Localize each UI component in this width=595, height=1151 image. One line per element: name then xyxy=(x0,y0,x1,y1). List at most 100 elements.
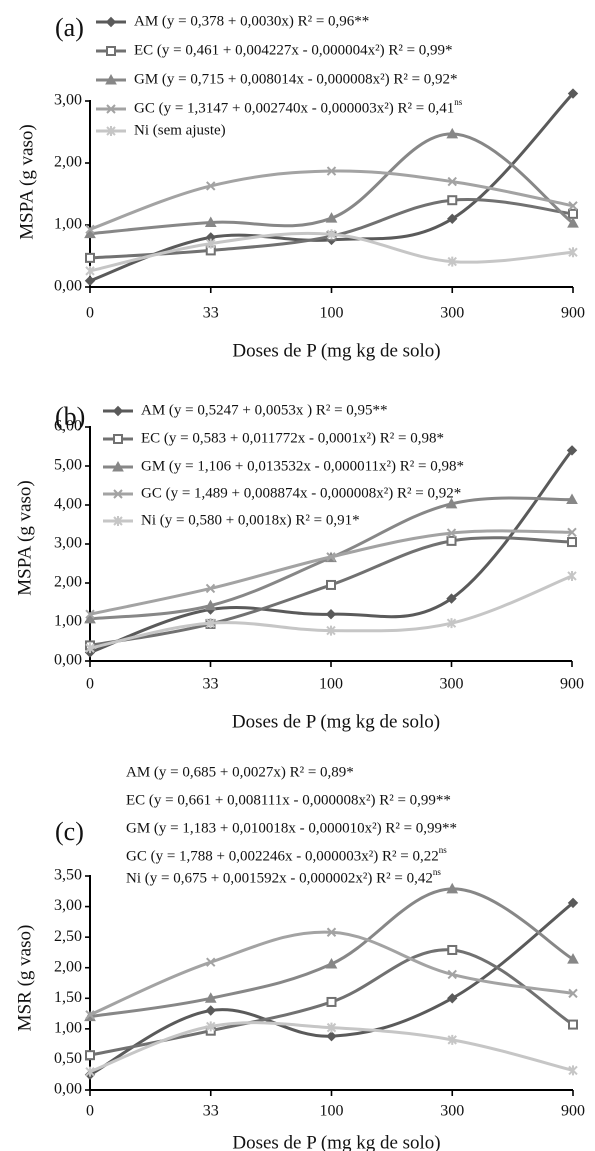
data-point xyxy=(568,988,578,999)
data-point xyxy=(446,882,459,894)
y-tick-label: 5,00 xyxy=(54,457,82,474)
data-point xyxy=(206,181,216,191)
data-point xyxy=(85,1050,95,1061)
series-x xyxy=(85,166,578,235)
legend-entry: GC (y = 1,788 + 0,002246x - 0,000003x²) … xyxy=(126,845,447,864)
legend-marker xyxy=(113,489,123,499)
series-line xyxy=(89,529,573,616)
x-tick-label: 300 xyxy=(440,305,464,322)
legend-entry: GC (y = 1,3147 + 0,002740x - 0,000003x²)… xyxy=(134,97,463,116)
series-line xyxy=(89,449,574,654)
legend-entry: EC (y = 0,583 + 0,011772x - 0,0001x²) R²… xyxy=(141,430,444,446)
data-point xyxy=(205,618,216,629)
series-diamond xyxy=(84,88,579,287)
series-diamond xyxy=(84,897,579,1080)
y-tick-label: 0,00 xyxy=(54,652,82,669)
data-point xyxy=(326,166,337,176)
data-point xyxy=(204,599,217,611)
data-point xyxy=(206,957,216,967)
x-tick-label: 300 xyxy=(440,676,464,693)
chart-panel-1: (a) 0,00 1,00 2,00 3,00 0 33 100 300 900 Doses de … xyxy=(16,13,585,361)
data-point xyxy=(447,1034,457,1045)
y-tick-label: 3,50 xyxy=(54,867,82,884)
data-point xyxy=(447,213,458,225)
x-tick-label: 0 xyxy=(86,305,94,322)
data-point xyxy=(326,229,337,240)
data-point xyxy=(206,1021,216,1032)
legend-marker xyxy=(106,126,116,136)
data-point xyxy=(326,579,336,590)
data-point xyxy=(568,1065,578,1076)
data-point xyxy=(447,256,457,267)
data-point xyxy=(446,127,459,139)
panel-label: (b) xyxy=(55,402,85,431)
y-tick-label: 2,00 xyxy=(54,574,82,591)
data-point xyxy=(567,217,579,228)
data-point xyxy=(446,535,457,546)
data-point xyxy=(568,1019,578,1030)
legend-marker xyxy=(106,104,116,114)
series-triangle xyxy=(84,127,579,239)
data-point xyxy=(326,625,336,636)
data-point xyxy=(85,1066,95,1077)
legend-entry: EC (y = 0,661 + 0,008111x - 0,000008x²) … xyxy=(126,792,451,808)
legend: AM (y = 0,685 + 0,0027x) R² = 0,89* EC (y… xyxy=(126,764,457,886)
panel-label: (c) xyxy=(55,817,84,846)
y-tick-label: 3,00 xyxy=(54,535,82,552)
data-point xyxy=(567,88,579,99)
legend-marker xyxy=(113,434,123,444)
data-point xyxy=(326,1022,337,1033)
data-point xyxy=(568,208,578,219)
x-tick-label: 33 xyxy=(203,305,219,322)
x-tick-label: 100 xyxy=(320,305,344,322)
y-tick-label: 3,00 xyxy=(54,92,82,109)
data-point xyxy=(566,493,578,505)
x-tick-label: 33 xyxy=(203,1103,219,1120)
data-point xyxy=(446,618,457,629)
data-point xyxy=(326,996,337,1007)
data-point xyxy=(85,224,95,235)
x-tick-label: 900 xyxy=(561,1103,585,1120)
data-point xyxy=(447,969,457,980)
data-point xyxy=(204,992,217,1003)
x-tick-label: 0 xyxy=(86,1103,94,1120)
data-point xyxy=(567,953,579,964)
legend-entry: Ni (y = 0,675 + 0,001592x - 0,000002x²) … xyxy=(126,867,441,886)
legend: AM (y = 0,5247 + 0,0053x ) R² = 0,95** EC… xyxy=(103,402,464,528)
legend-marker xyxy=(105,73,117,85)
x-tick-label: 0 xyxy=(86,676,94,693)
y-tick-label: 0,00 xyxy=(54,1081,82,1098)
y-axis-label: MSPA (g vaso) xyxy=(16,124,37,239)
data-point xyxy=(84,612,96,624)
data-point xyxy=(204,216,217,228)
legend-marker xyxy=(106,46,116,56)
legend-entry: GM (y = 0,715 + 0,008014x - 0,000008x²) … xyxy=(134,71,458,87)
y-tick-label: 2,00 xyxy=(54,154,82,171)
data-point xyxy=(568,201,578,211)
data-point xyxy=(568,247,578,258)
data-point xyxy=(326,1030,337,1042)
y-tick-label: 3,00 xyxy=(54,897,82,914)
chart-panel-2: (b) 0,00 1,00 2,00 3,00 4,00 5,00 6,00 0 33 100 300… xyxy=(14,402,584,732)
series-star xyxy=(85,229,578,276)
x-tick-label: 900 xyxy=(560,676,584,693)
panel-label: (a) xyxy=(55,13,84,42)
legend-entry: EC (y = 0,461 + 0,004227x - 0,000004x²) … xyxy=(134,42,453,58)
x-tick-label: 300 xyxy=(440,1103,464,1120)
legend-entry: AM (y = 0,685 + 0,0027x) R² = 0,89* xyxy=(126,764,354,780)
series-x xyxy=(85,527,577,619)
series-x xyxy=(85,927,578,1020)
y-tick-label: 0,00 xyxy=(54,278,82,295)
y-tick-label: 6,00 xyxy=(54,418,82,435)
data-point xyxy=(84,275,96,287)
legend-marker xyxy=(112,460,124,472)
x-axis-label: Doses de P (mg kg de solo) xyxy=(232,711,440,732)
legend-entry: GM (y = 1,106 + 0,013532x - 0,000011x²) … xyxy=(141,458,464,474)
data-point xyxy=(205,583,216,594)
data-point xyxy=(325,958,338,969)
y-tick-label: 2,00 xyxy=(54,958,82,975)
y-tick-label: 1,50 xyxy=(54,989,82,1006)
data-point xyxy=(447,993,458,1004)
data-point xyxy=(85,643,95,654)
